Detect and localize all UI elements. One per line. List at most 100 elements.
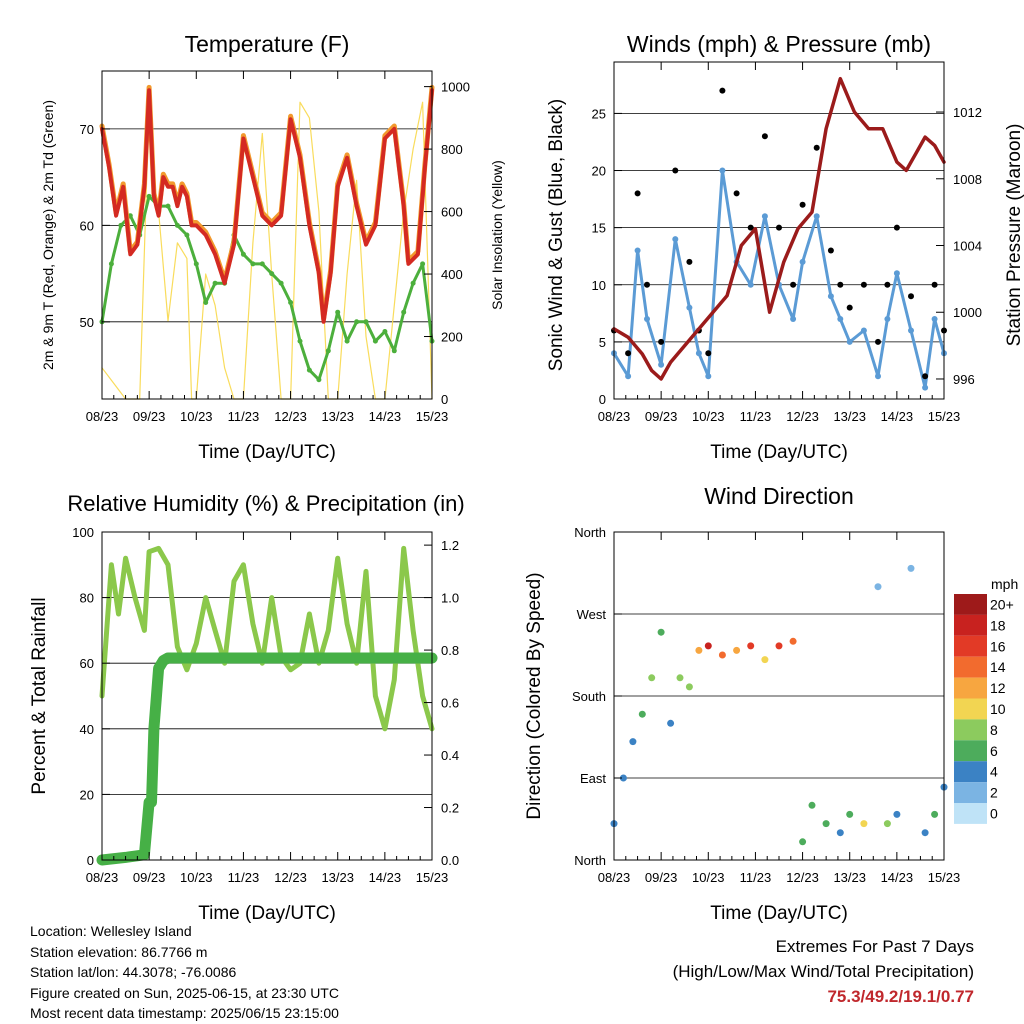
wind-point (747, 281, 754, 288)
latest-timestamp: Most recent data timestamp: 2025/06/15 2… (30, 1005, 339, 1021)
y-tick-label-right: 0.0 (441, 853, 459, 868)
extremes-subtitle: (High/Low/Max Wind/Total Precipitation) (672, 962, 974, 981)
wind-point (790, 316, 797, 322)
y-tick-label-right: 1008 (953, 172, 982, 187)
colorbar-label: 12 (990, 680, 1006, 696)
y-tick-label: 40 (80, 722, 94, 737)
x-tick-label: 15/23 (928, 409, 961, 424)
figure-created: Figure created on Sun, 2025-06-15, at 23… (30, 984, 339, 1001)
y-tick-label: 20 (80, 787, 94, 802)
extremes-values: 75.3/49.2/19.1/0.77 (827, 987, 974, 1006)
x-tick-label: 11/23 (740, 870, 772, 885)
direction-point (685, 683, 693, 691)
x-tick-label: 14/23 (369, 870, 402, 885)
colorbar-swatch (954, 761, 987, 783)
direction-y-label: Direction (Colored By Speed) (524, 572, 545, 819)
colorbar-swatch (954, 803, 987, 824)
dewpoint-point (165, 203, 171, 209)
y-tick-label-right: 996 (953, 372, 975, 387)
precip-line (96, 652, 438, 866)
temperature-y-label-left: 2m & 9m T (Red, Orange) & 2m Td (Green) (40, 100, 56, 370)
colorbar-label: 18 (990, 617, 1006, 633)
wind-point (813, 213, 820, 220)
direction-point (619, 774, 627, 782)
x-tick-label: 08/23 (598, 870, 631, 885)
x-tick-label: 13/23 (321, 870, 354, 885)
gust-point (922, 373, 929, 380)
colorbar-swatch (954, 740, 987, 762)
x-tick-label: 10/23 (180, 409, 213, 424)
x-tick-label: 13/23 (833, 870, 866, 885)
y-tick-label: 60 (80, 656, 94, 671)
dewpoint-point (118, 222, 124, 228)
direction-point (667, 719, 675, 727)
y-tick-label: 15 (592, 221, 606, 236)
winds-x-label: Time (Day/UTC) (710, 442, 848, 463)
y-tick-label: North (574, 525, 606, 540)
wind-point (922, 384, 929, 391)
colorbar-swatch (954, 614, 987, 636)
wind-point (884, 316, 891, 322)
dewpoint-point (146, 193, 152, 199)
colorbar-swatch (954, 594, 987, 615)
gust-point (747, 224, 754, 231)
colorbar-label: 0 (990, 805, 998, 821)
dewpoint-point (382, 329, 388, 334)
x-tick-label: 11/23 (228, 409, 260, 424)
temperature-x-label: Time (Day/UTC) (198, 442, 336, 463)
x-tick-label: 10/23 (692, 409, 725, 424)
dewpoint-point (297, 338, 303, 344)
dewpoint-point (306, 367, 312, 373)
direction-point (789, 637, 797, 645)
dewpoint-point (250, 261, 256, 267)
dewpoint-point (372, 338, 378, 344)
dewpoint-point (193, 261, 199, 267)
x-tick-label: 10/23 (180, 870, 213, 885)
x-tick-label: 13/23 (321, 409, 354, 424)
gust-point (658, 338, 665, 345)
gust-point (827, 247, 834, 254)
direction-point (921, 829, 929, 837)
wind-point (799, 258, 806, 265)
direction-point (931, 810, 939, 818)
y-tick-label: 50 (80, 315, 94, 330)
direction-x-label: Time (Day/UTC) (710, 903, 848, 924)
colorbar-label: 16 (990, 638, 1006, 654)
y-tick-label-right: 200 (441, 330, 463, 345)
wind-point (827, 293, 834, 300)
y-tick-label-right: 800 (441, 142, 463, 157)
temperature-y-label-right: Solar Insolation (Yellow) (489, 160, 505, 310)
y-tick-label: 25 (592, 106, 606, 121)
dewpoint-point (391, 348, 397, 354)
wind-point (837, 316, 844, 322)
direction-point (638, 710, 646, 718)
colorbar-swatch (954, 719, 987, 741)
y-tick-label: 60 (80, 218, 94, 233)
y-tick-label: 80 (80, 591, 94, 606)
dewpoint-point (316, 377, 322, 383)
direction-point (799, 838, 807, 846)
y-tick-label-right: 1000 (441, 80, 470, 95)
humidity-x-label: Time (Day/UTC) (198, 903, 336, 924)
direction-point (775, 642, 783, 650)
direction-panel: Wind Direction 08/23 09/23 10/23 11/23 12/23… (524, 483, 1018, 924)
dewpoint-point (269, 271, 275, 277)
wind-point (634, 247, 641, 254)
colorbar-label: 4 (990, 764, 998, 780)
gust-point (644, 281, 650, 288)
wind-point (893, 270, 900, 277)
dewpoint-point (354, 319, 360, 325)
colorbar-label: 6 (990, 743, 998, 759)
colorbar-unit: mph (991, 576, 1018, 592)
wind-point (686, 304, 693, 311)
direction-point (883, 820, 891, 828)
direction-point (761, 656, 769, 664)
x-tick-label: 14/23 (369, 409, 402, 424)
wind-point (875, 373, 881, 380)
y-tick-label: 70 (80, 122, 94, 137)
gust-point (931, 281, 938, 288)
dewpoint-point (278, 280, 284, 286)
dewpoint-point (410, 280, 416, 286)
y-tick-label-right: 1.2 (441, 538, 459, 553)
wind-point (705, 373, 712, 380)
